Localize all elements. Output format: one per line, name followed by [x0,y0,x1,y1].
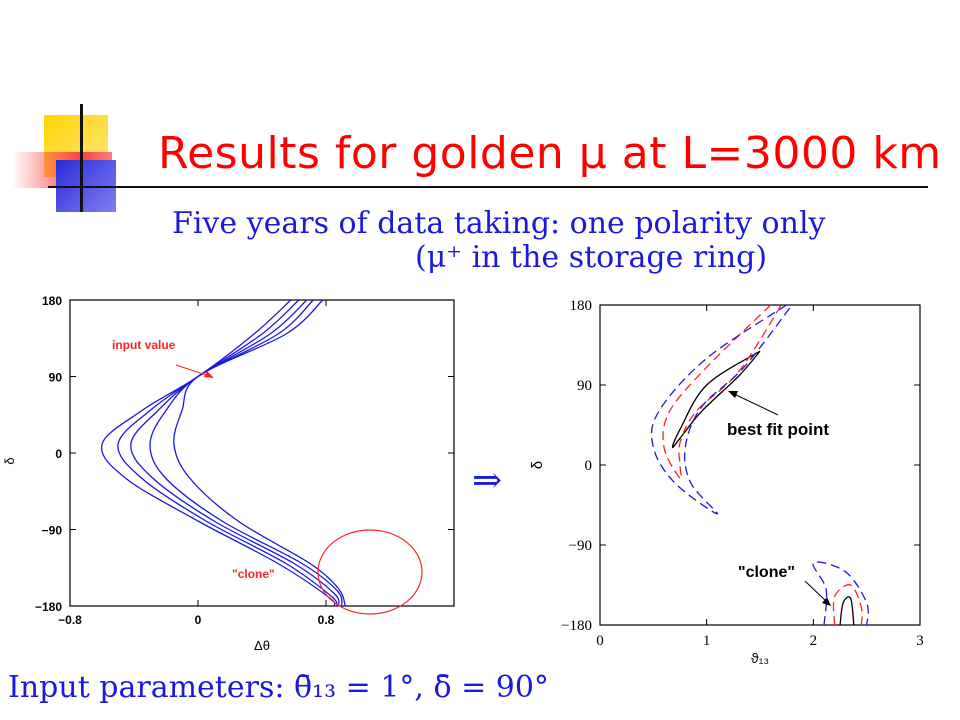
left-xtick-label: −0.8 [58,613,82,627]
implies-arrow: ⇒ [472,460,503,501]
decor-hline [48,186,928,188]
right-series-curve-2 [650,304,793,515]
right-ylabel: δ [529,461,546,469]
right-series-curve-3 [839,596,855,626]
right-ytick-label: −90 [569,538,592,554]
right-series-curve-0 [671,350,761,449]
left-series-curve-0 [100,299,336,607]
left-series-curve-1 [117,299,338,607]
right-series-curve-4 [832,584,863,626]
left-ytick-label: 0 [55,447,62,461]
left-series-curve-3 [149,299,343,607]
page-title: Results for golden μ at L=3000 km [158,128,942,179]
right-ytick-label: −180 [561,618,592,634]
right-ytick-label: 180 [570,298,593,314]
right-series-curve-5 [812,561,869,626]
clone-arrowhead [822,597,831,606]
left-ytick-label: 180 [42,294,62,308]
best-fit-arrow [731,392,779,416]
clone-ellipse [317,529,423,615]
right-annotation-best-fit: best fit point [727,420,829,439]
left-ytick-label: −180 [35,600,62,614]
best-fit-arrowhead [728,391,738,398]
right-annotation-clone: "clone" [738,564,795,581]
right-xtick-label: 3 [916,633,924,649]
subtitle-line-1: Five years of data taking: one polarity … [172,206,826,241]
right-xtick-label: 0 [596,633,604,649]
right-ytick-label: 0 [585,458,593,474]
right-xtick-label: 1 [703,633,711,649]
left-annotation-clone: "clone" [232,567,275,581]
right-ytick-label: 90 [577,378,592,394]
left-xtick-label: 0 [195,613,202,627]
left-ytick-label: 90 [49,371,63,385]
left-series-curve-2 [130,299,340,607]
right-xlabel: ϑ₁₃ [751,650,769,666]
decor-vline [80,104,83,212]
input-value-arrowhead [204,371,214,378]
subtitle-line-2: (μ⁺ in the storage ring) [415,240,768,275]
left-ylabel: δ [2,457,17,464]
left-series-curve-4 [173,299,346,607]
left-annotation-input-value: input value [112,338,176,352]
right-xtick-label: 2 [810,633,818,649]
left-xlabel: Δθ [254,638,270,653]
right-series-curve-1 [662,304,782,480]
left-chart: 180 90 0 −90 −180−0.8 0 0.8 Δθ δ input value "… [2,294,455,653]
clone-arrow [804,580,829,604]
input-parameters: Input parameters: θ̄₁₃ = 1°, δ̄ = 90° [8,670,549,705]
left-xtick-label: 0.8 [318,613,335,627]
left-ytick-label: −90 [42,524,63,538]
